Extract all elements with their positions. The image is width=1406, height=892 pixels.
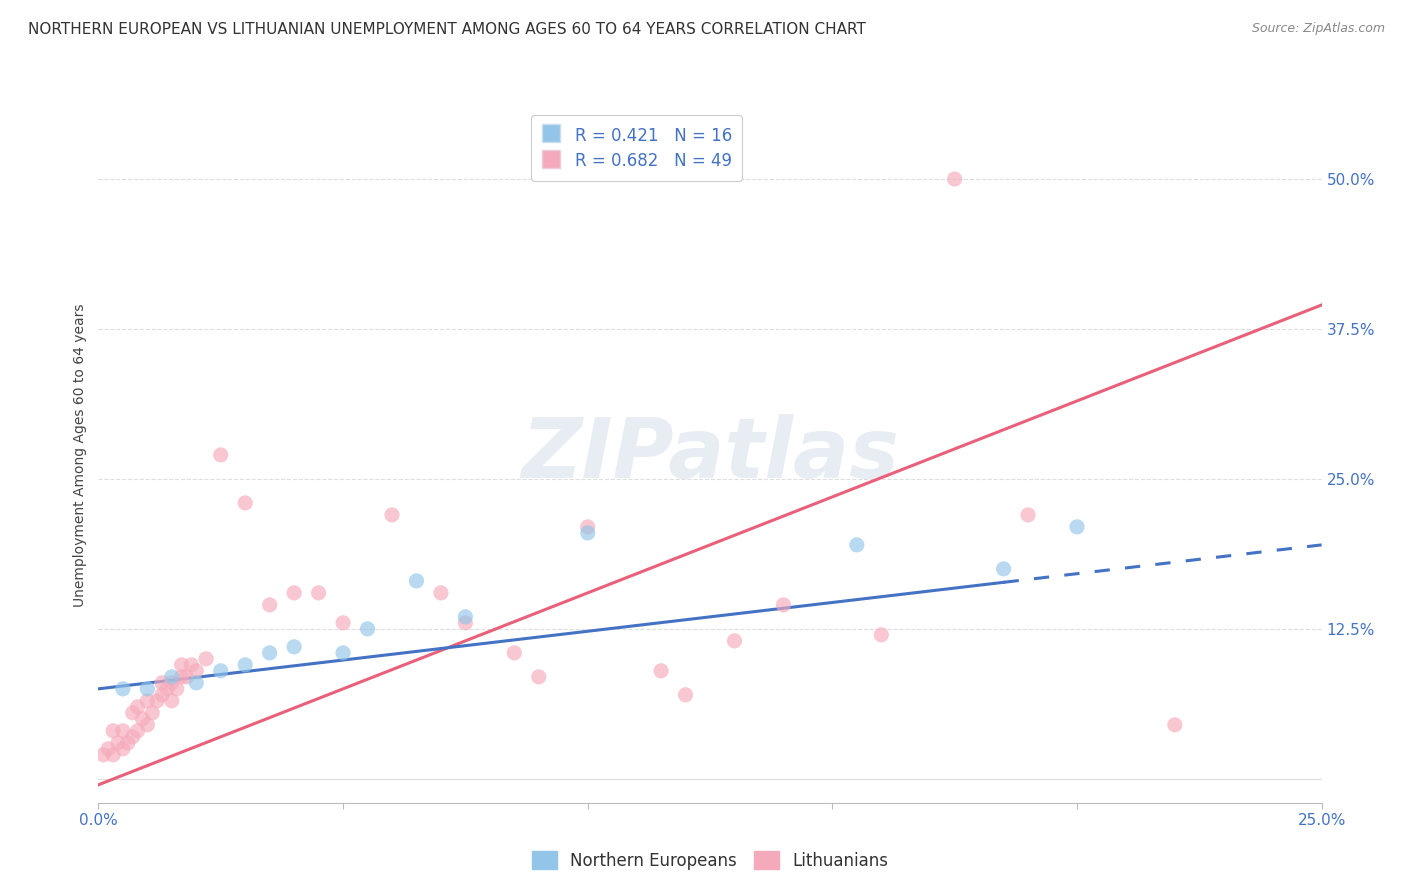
- Point: [160, 676, 183, 690]
- Point: [209, 664, 232, 678]
- Point: [405, 574, 427, 588]
- Y-axis label: Unemployment Among Ages 60 to 64 years: Unemployment Among Ages 60 to 64 years: [73, 303, 87, 607]
- Point: [160, 694, 183, 708]
- Point: [176, 670, 198, 684]
- Point: [1164, 718, 1187, 732]
- Point: [146, 694, 169, 708]
- Point: [121, 730, 143, 744]
- Point: [91, 747, 114, 762]
- Point: [150, 676, 173, 690]
- Point: [127, 723, 149, 738]
- Point: [233, 657, 256, 672]
- Point: [283, 640, 305, 654]
- Point: [170, 670, 193, 684]
- Text: ZIPatlas: ZIPatlas: [522, 415, 898, 495]
- Point: [117, 736, 139, 750]
- Text: Source: ZipAtlas.com: Source: ZipAtlas.com: [1251, 22, 1385, 36]
- Point: [170, 657, 193, 672]
- Point: [993, 562, 1015, 576]
- Point: [454, 615, 477, 630]
- Point: [101, 723, 124, 738]
- Point: [283, 586, 305, 600]
- Point: [259, 598, 281, 612]
- Point: [111, 681, 134, 696]
- Point: [233, 496, 256, 510]
- Point: [772, 598, 794, 612]
- Point: [166, 681, 188, 696]
- Point: [430, 586, 453, 600]
- Point: [723, 633, 745, 648]
- Point: [186, 676, 208, 690]
- Point: [356, 622, 378, 636]
- Point: [150, 688, 173, 702]
- Point: [576, 525, 599, 540]
- Point: [111, 741, 134, 756]
- Point: [141, 706, 163, 720]
- Point: [870, 628, 893, 642]
- Point: [136, 681, 159, 696]
- Legend: Northern Europeans, Lithuanians: Northern Europeans, Lithuanians: [523, 843, 897, 878]
- Point: [101, 747, 124, 762]
- Text: NORTHERN EUROPEAN VS LITHUANIAN UNEMPLOYMENT AMONG AGES 60 TO 64 YEARS CORRELATI: NORTHERN EUROPEAN VS LITHUANIAN UNEMPLOY…: [28, 22, 866, 37]
- Point: [527, 670, 550, 684]
- Point: [332, 615, 354, 630]
- Point: [131, 712, 153, 726]
- Point: [576, 520, 599, 534]
- Point: [186, 664, 208, 678]
- Point: [180, 657, 202, 672]
- Point: [332, 646, 354, 660]
- Point: [209, 448, 232, 462]
- Point: [503, 646, 526, 660]
- Point: [381, 508, 404, 522]
- Point: [136, 694, 159, 708]
- Point: [259, 646, 281, 660]
- Point: [454, 610, 477, 624]
- Point: [845, 538, 868, 552]
- Point: [1066, 520, 1088, 534]
- Point: [308, 586, 330, 600]
- Point: [195, 652, 218, 666]
- Point: [1017, 508, 1039, 522]
- Point: [111, 723, 134, 738]
- Point: [107, 736, 129, 750]
- Point: [675, 688, 697, 702]
- Point: [121, 706, 143, 720]
- Point: [160, 670, 183, 684]
- Point: [97, 741, 120, 756]
- Point: [943, 172, 966, 186]
- Point: [136, 718, 159, 732]
- Point: [127, 699, 149, 714]
- Point: [156, 681, 179, 696]
- Point: [650, 664, 672, 678]
